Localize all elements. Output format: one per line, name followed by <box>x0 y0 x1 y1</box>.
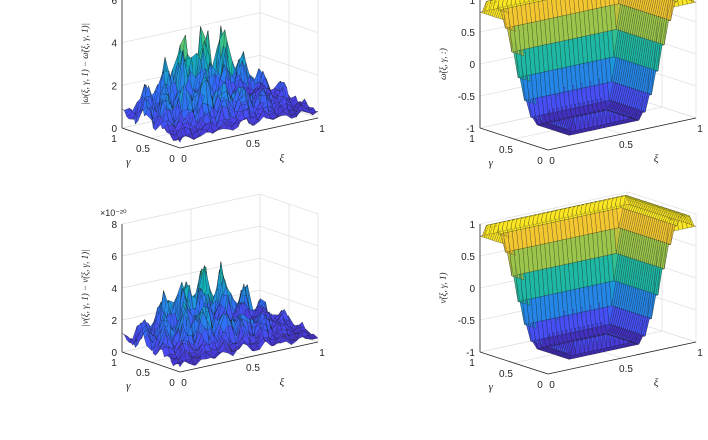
z-tick-label: 0 <box>469 60 475 71</box>
xi-axis-label: ξ <box>654 377 659 389</box>
xi-axis-label: ξ <box>280 152 285 164</box>
gamma-tick-label: 0 <box>169 154 175 165</box>
gamma-axis-line <box>479 127 549 151</box>
xi-axis-label: ξ <box>280 376 285 388</box>
gamma-tick-label: 1 <box>111 134 117 145</box>
z-tick-label: -0.5 <box>458 316 476 327</box>
gamma-tick-label: 1 <box>469 134 475 145</box>
xi-tick-label: 0.5 <box>246 139 260 150</box>
z-tick-label: 0.5 <box>461 28 475 39</box>
surface-mesh <box>121 25 319 143</box>
surface-facet <box>121 107 130 114</box>
z-tick-label: 2 <box>111 316 117 327</box>
surface-mesh <box>479 194 697 360</box>
surface-facet <box>681 0 688 6</box>
surface-facet <box>613 0 619 5</box>
z-exponent-label: ×10⁻²⁰ <box>100 208 127 218</box>
gamma-tick-label: 0 <box>537 156 543 167</box>
z-tick-label: 0 <box>469 284 475 295</box>
z-axis-label: |ν(ξ, γ, 1) − ν̃(ξ, γ, 1)| <box>80 249 90 326</box>
grid-line <box>121 12 319 44</box>
xi-tick-label: 1 <box>697 124 703 135</box>
xi-tick-label: 1 <box>697 348 703 359</box>
xi-tick-label: 0 <box>181 154 187 165</box>
z-tick-label: 4 <box>111 284 117 295</box>
gamma-axis-line <box>479 351 549 375</box>
z-axis-label: |ω(ξ, γ, 1) − ω̃(ξ, γ, 1)| <box>80 23 90 105</box>
xi-tick-label: 1 <box>319 348 325 359</box>
z-tick-label: -1 <box>466 124 475 135</box>
z-tick-label: 1 <box>469 0 475 7</box>
xi-axis-line <box>179 117 319 149</box>
z-tick-label: -0.5 <box>458 92 476 103</box>
gamma-tick-label: 0 <box>537 380 543 391</box>
gamma-tick-label: 0.5 <box>499 369 513 380</box>
xi-tick-label: 0.5 <box>246 363 260 374</box>
surface-facet <box>686 0 692 5</box>
gamma-axis-line <box>121 127 181 149</box>
z-tick-label: 1 <box>469 220 475 231</box>
z-axis-label: ν̃(ξ, γ, 1) <box>438 273 448 304</box>
z-tick-label: 6 <box>111 252 117 263</box>
surface-facet <box>677 0 684 7</box>
z-axis-label: ω̃(ξ, γ, :) <box>438 48 448 80</box>
xi-tick-label: 0 <box>549 156 555 167</box>
xi-tick-label: 0.5 <box>619 140 633 151</box>
z-tick-label: 0 <box>111 124 117 135</box>
gamma-tick-label: 1 <box>469 358 475 369</box>
surface-facet <box>609 0 615 6</box>
z-tick-label: 0.5 <box>461 252 475 263</box>
gamma-tick-label: 0.5 <box>499 145 513 156</box>
z-tick-label: 0 <box>111 348 117 359</box>
gamma-axis-label: γ <box>489 381 494 393</box>
xi-tick-label: 0 <box>181 378 187 389</box>
gamma-tick-label: 1 <box>111 358 117 369</box>
z-tick-label: 6 <box>111 0 117 7</box>
surface-mesh <box>479 0 697 136</box>
xi-tick-label: 0 <box>549 380 555 391</box>
gamma-tick-label: 0.5 <box>136 144 150 155</box>
xi-tick-label: 0.5 <box>619 364 633 375</box>
z-tick-label: 2 <box>111 81 117 92</box>
gamma-axis-label: γ <box>126 156 131 168</box>
gamma-tick-label: 0 <box>169 378 175 389</box>
xi-axis-label: ξ <box>654 153 659 165</box>
z-tick-label: 8 <box>111 220 117 231</box>
gamma-axis-label: γ <box>126 380 131 392</box>
xi-tick-label: 1 <box>319 124 325 135</box>
z-tick-label: 4 <box>111 39 117 50</box>
axis-lines <box>121 0 319 149</box>
gamma-axis-label: γ <box>489 157 494 169</box>
z-tick-label: -1 <box>466 348 475 359</box>
gamma-tick-label: 0.5 <box>136 368 150 379</box>
